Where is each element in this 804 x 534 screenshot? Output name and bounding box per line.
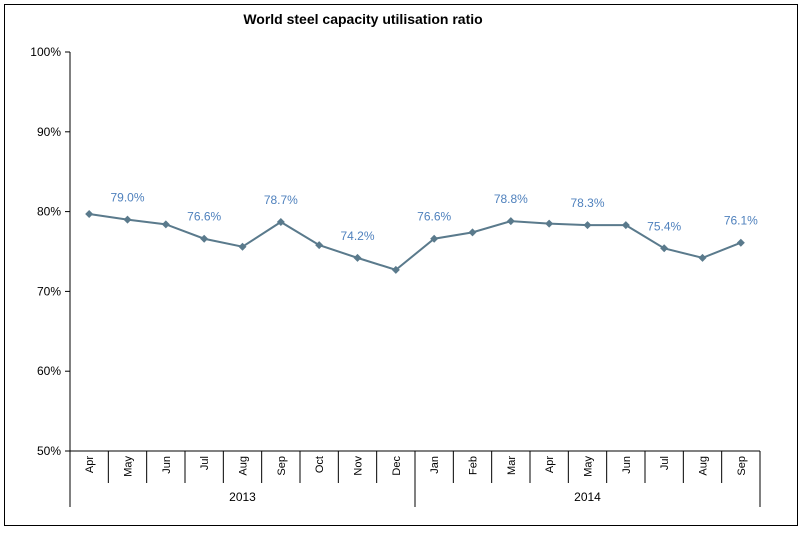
data-label: 75.4% xyxy=(647,219,681,233)
group-label: 2014 xyxy=(574,490,601,504)
x-tick-label: Jul xyxy=(659,456,671,470)
y-tick-label: 60% xyxy=(37,364,61,378)
data-label: 74.2% xyxy=(340,229,374,243)
x-axis-groups: 2013 2014 xyxy=(69,483,761,507)
x-tick-label: Dec xyxy=(391,456,403,476)
x-tick-label: Nov xyxy=(353,456,365,476)
data-point-marker xyxy=(353,253,362,262)
y-tick-label: 90% xyxy=(37,125,61,139)
series xyxy=(85,209,745,274)
series-line xyxy=(89,213,742,271)
y-tick-label: 70% xyxy=(37,284,61,298)
data-point-marker xyxy=(545,219,554,228)
data-point-marker xyxy=(698,253,707,262)
data-point-marker xyxy=(736,238,745,247)
y-tick-label: 80% xyxy=(37,205,61,219)
x-tick-label: Oct xyxy=(314,456,326,473)
x-tick-label: May xyxy=(583,456,595,477)
y-tick-label: 100% xyxy=(30,45,61,59)
x-tick-label: Sep xyxy=(276,456,288,476)
data-point-marker xyxy=(391,265,400,274)
x-tick-label: Apr xyxy=(544,456,556,473)
data-point-marker xyxy=(621,221,630,230)
data-point-marker xyxy=(660,244,669,253)
data-label: 78.8% xyxy=(494,192,528,206)
x-tick-label: May xyxy=(123,456,135,477)
y-axis-ticks: 50% 60% 70% 80% 90% 100% xyxy=(30,45,70,458)
data-point-marker xyxy=(161,220,170,229)
data-label: 76.6% xyxy=(417,210,451,224)
x-tick-label: Feb xyxy=(468,456,480,475)
data-point-marker xyxy=(276,217,285,226)
x-tick-label: Apr xyxy=(84,456,96,473)
data-label: 79.0% xyxy=(110,191,144,205)
data-point-marker xyxy=(583,221,592,230)
data-point-marker xyxy=(468,228,477,237)
data-point-marker xyxy=(315,241,324,250)
data-point-marker xyxy=(506,217,515,226)
x-tick-label: Sep xyxy=(736,456,748,476)
x-tick-label: Aug xyxy=(698,456,710,476)
data-label: 78.3% xyxy=(570,196,604,210)
x-tick-label: Jan xyxy=(429,456,441,474)
y-tick-label: 50% xyxy=(37,444,61,458)
chart-title: World steel capacity utilisation ratio xyxy=(243,11,482,27)
data-point-marker xyxy=(430,234,439,243)
data-point-marker xyxy=(85,209,94,218)
data-labels: 79.0% 76.6% 78.7% 74.2% 76.6% 78.8% 78.3% 75.4%… xyxy=(110,191,758,243)
x-tick-label: Aug xyxy=(238,456,250,476)
chart-frame xyxy=(4,4,798,526)
data-point-marker xyxy=(200,234,209,243)
group-label: 2013 xyxy=(229,490,256,504)
data-label: 78.7% xyxy=(264,193,298,207)
data-label: 76.6% xyxy=(187,210,221,224)
data-point-marker xyxy=(123,215,132,224)
x-tick-label: Jul xyxy=(199,456,211,470)
x-axis-ticks: Apr May Jun Jul Aug Sep Oct Nov Dec Jan Feb Mar Apr M… xyxy=(69,451,761,483)
x-tick-label: Jun xyxy=(621,456,633,474)
data-point-marker xyxy=(238,242,247,251)
data-label: 76.1% xyxy=(724,214,758,228)
axes xyxy=(69,52,760,452)
x-tick-label: Mar xyxy=(506,456,518,475)
x-tick-label: Jun xyxy=(161,456,173,474)
